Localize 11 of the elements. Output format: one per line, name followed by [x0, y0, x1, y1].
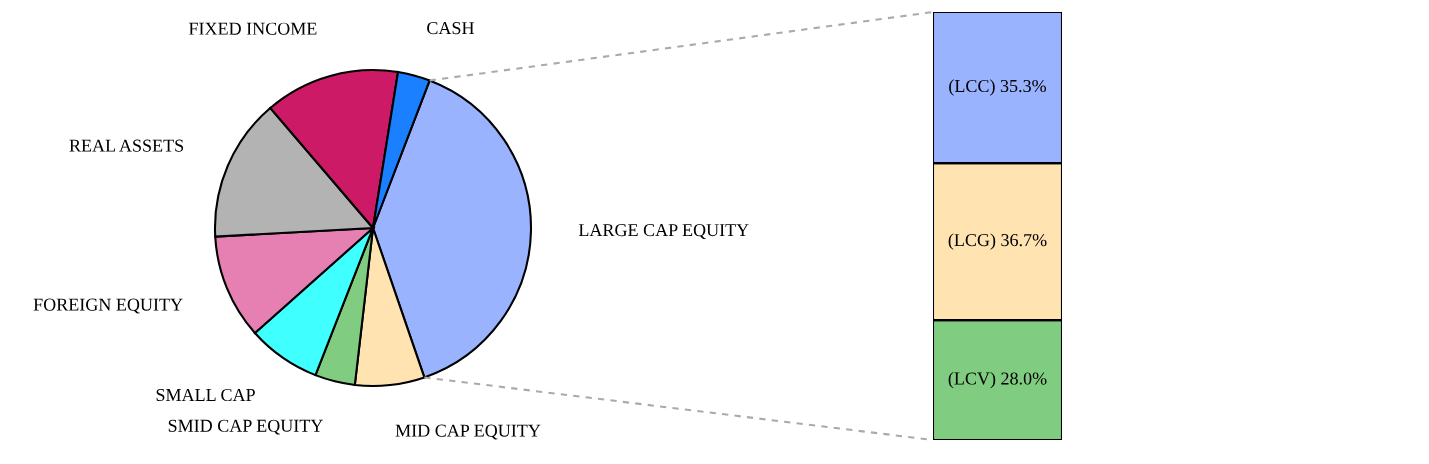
slice-label: CASH — [427, 22, 474, 35]
slice-label: REAL ASSETS — [69, 139, 184, 152]
slice-label: SMALL CAP — [156, 388, 255, 402]
slice-label: LARGE CAP EQUITY — [578, 224, 749, 239]
slice-label: MID CAP EQUITY — [395, 424, 541, 440]
slice-label: FOREIGN EQUITY — [33, 298, 183, 314]
data-label: (LCC) 35.3% — [949, 79, 1047, 96]
slice-label: FIXED INCOME — [188, 22, 317, 35]
slice-label: SMID CAP EQUITY — [168, 419, 323, 435]
data-label: (LCG) 36.7% — [948, 233, 1047, 250]
data-label: (LCV) 28.0% — [948, 371, 1047, 389]
